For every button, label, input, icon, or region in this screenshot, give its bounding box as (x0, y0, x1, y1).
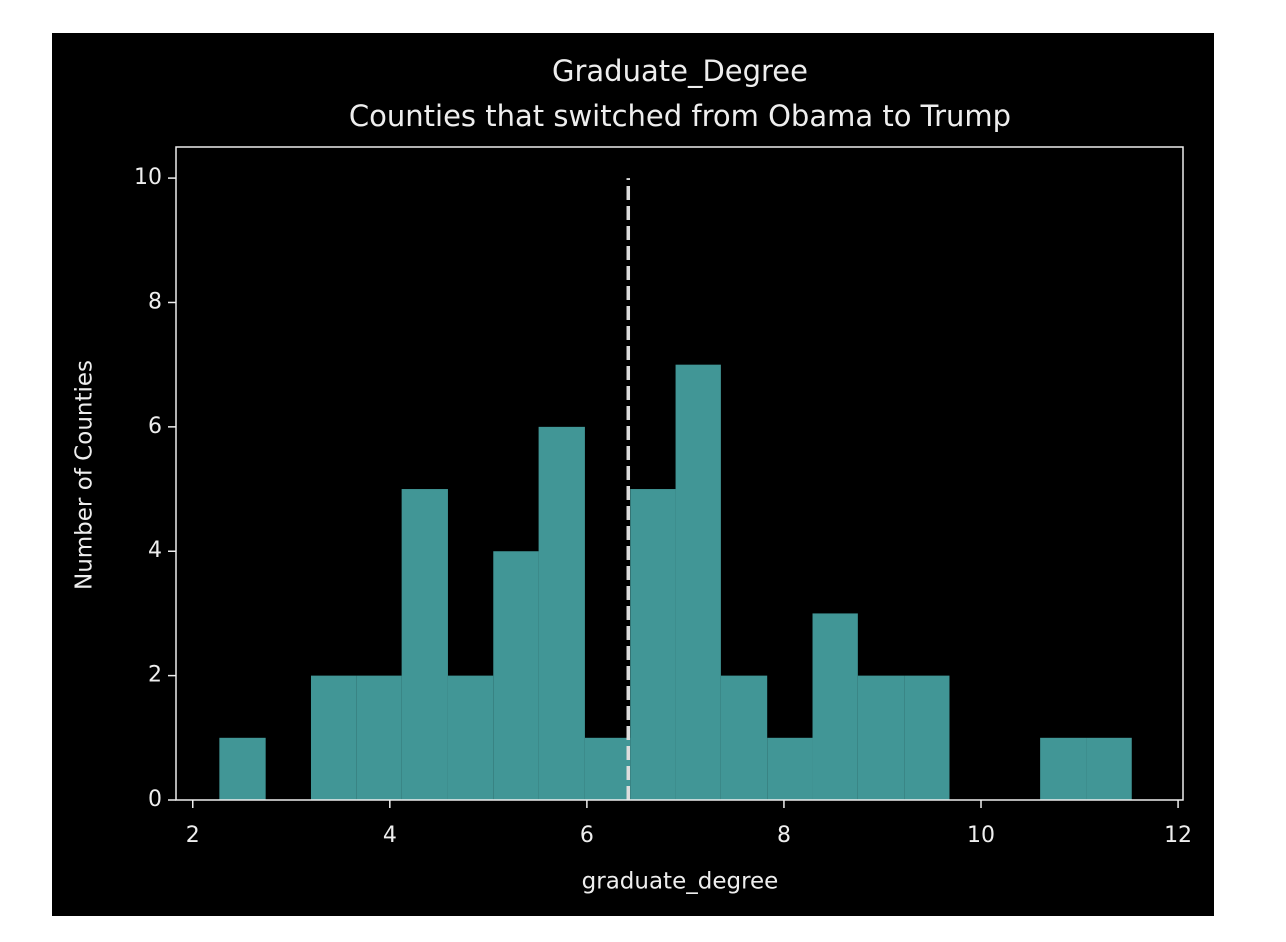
histogram-bar (857, 675, 905, 800)
histogram-bar (675, 364, 721, 800)
histogram-bar (720, 675, 768, 800)
y-tick-label: 0 (148, 787, 162, 812)
histogram-bar (447, 675, 494, 800)
y-tick-label: 6 (148, 414, 162, 439)
histogram-bar (1086, 737, 1132, 800)
y-tick-label: 10 (134, 165, 162, 190)
x-tick-label: 4 (383, 823, 397, 848)
histogram-bar (1040, 737, 1087, 800)
x-tick-label: 2 (186, 823, 200, 848)
histogram-bar (812, 613, 858, 800)
histogram-bar (219, 737, 266, 800)
histogram-bar (356, 675, 402, 800)
histogram-bar (493, 551, 539, 800)
x-tick-label: 12 (1164, 823, 1192, 848)
histogram-bar (904, 675, 950, 800)
histogram-bar (401, 489, 448, 800)
y-tick-label: 2 (148, 663, 162, 688)
y-axis-label: Number of Counties (72, 360, 98, 590)
x-tick-label: 8 (777, 823, 791, 848)
chart-subtitle: Counties that switched from Obama to Tru… (349, 99, 1011, 133)
histogram-bar (310, 675, 357, 800)
y-tick-label: 8 (148, 289, 162, 314)
plot-area (219, 178, 1132, 800)
axes-frame (175, 146, 1184, 801)
histogram-bar (538, 426, 585, 800)
x-axis-label: graduate_degree (582, 869, 779, 895)
chart-title: Graduate_Degree (552, 54, 808, 88)
x-tick-label: 10 (967, 823, 995, 848)
histogram-bar (630, 489, 676, 800)
histogram-bar (767, 737, 813, 800)
histogram-bar (584, 737, 631, 800)
y-tick-label: 4 (148, 538, 162, 563)
x-tick-label: 6 (580, 823, 594, 848)
